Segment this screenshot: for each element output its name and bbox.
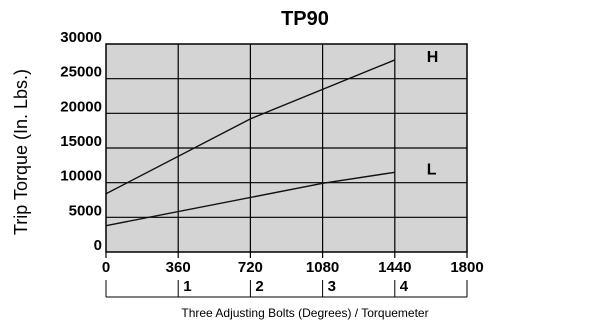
y-tick-label: 25000 bbox=[60, 64, 102, 81]
x-tick-label: 1080 bbox=[306, 259, 339, 276]
series-label-l: L bbox=[427, 161, 437, 178]
y-tick-label: 0 bbox=[94, 237, 102, 254]
plot-border bbox=[105, 43, 468, 253]
series-line-h bbox=[105, 59, 396, 195]
y-tick-label: 5000 bbox=[69, 202, 102, 219]
x-axis-ticks: 0 360 720 1080 1440 1800 bbox=[102, 252, 484, 276]
y-axis-ticks: 0 5000 10000 15000 20000 25000 30000 bbox=[60, 29, 102, 254]
y-axis-label: Trip Torque (In. Lbs.) bbox=[11, 69, 31, 235]
series-group: HL bbox=[105, 49, 439, 227]
x-axis-label: Three Adjusting Bolts (Degrees) / Torque… bbox=[181, 306, 428, 320]
x-tick-label: 1800 bbox=[450, 259, 483, 276]
y-tick-label: 30000 bbox=[60, 29, 102, 46]
torquemeter-tick-label: 2 bbox=[255, 278, 263, 295]
x-tick-label: 720 bbox=[238, 259, 263, 276]
grid bbox=[106, 44, 467, 252]
torquemeter-tick-label: 3 bbox=[328, 278, 336, 295]
torquemeter-bracket: 1 2 3 4 bbox=[105, 278, 468, 298]
series-line-l bbox=[105, 171, 395, 227]
torquemeter-tick-label: 1 bbox=[183, 278, 191, 295]
chart-title: TP90 bbox=[281, 8, 329, 30]
y-tick-label: 10000 bbox=[60, 168, 102, 185]
y-tick-label: 15000 bbox=[60, 133, 102, 150]
x-tick-label: 0 bbox=[102, 259, 110, 276]
x-tick-label: 1440 bbox=[378, 259, 411, 276]
series-label-h: H bbox=[427, 49, 439, 66]
torquemeter-tick-label: 4 bbox=[400, 278, 409, 295]
x-tick-label: 360 bbox=[166, 259, 191, 276]
y-tick-label: 20000 bbox=[60, 98, 102, 115]
